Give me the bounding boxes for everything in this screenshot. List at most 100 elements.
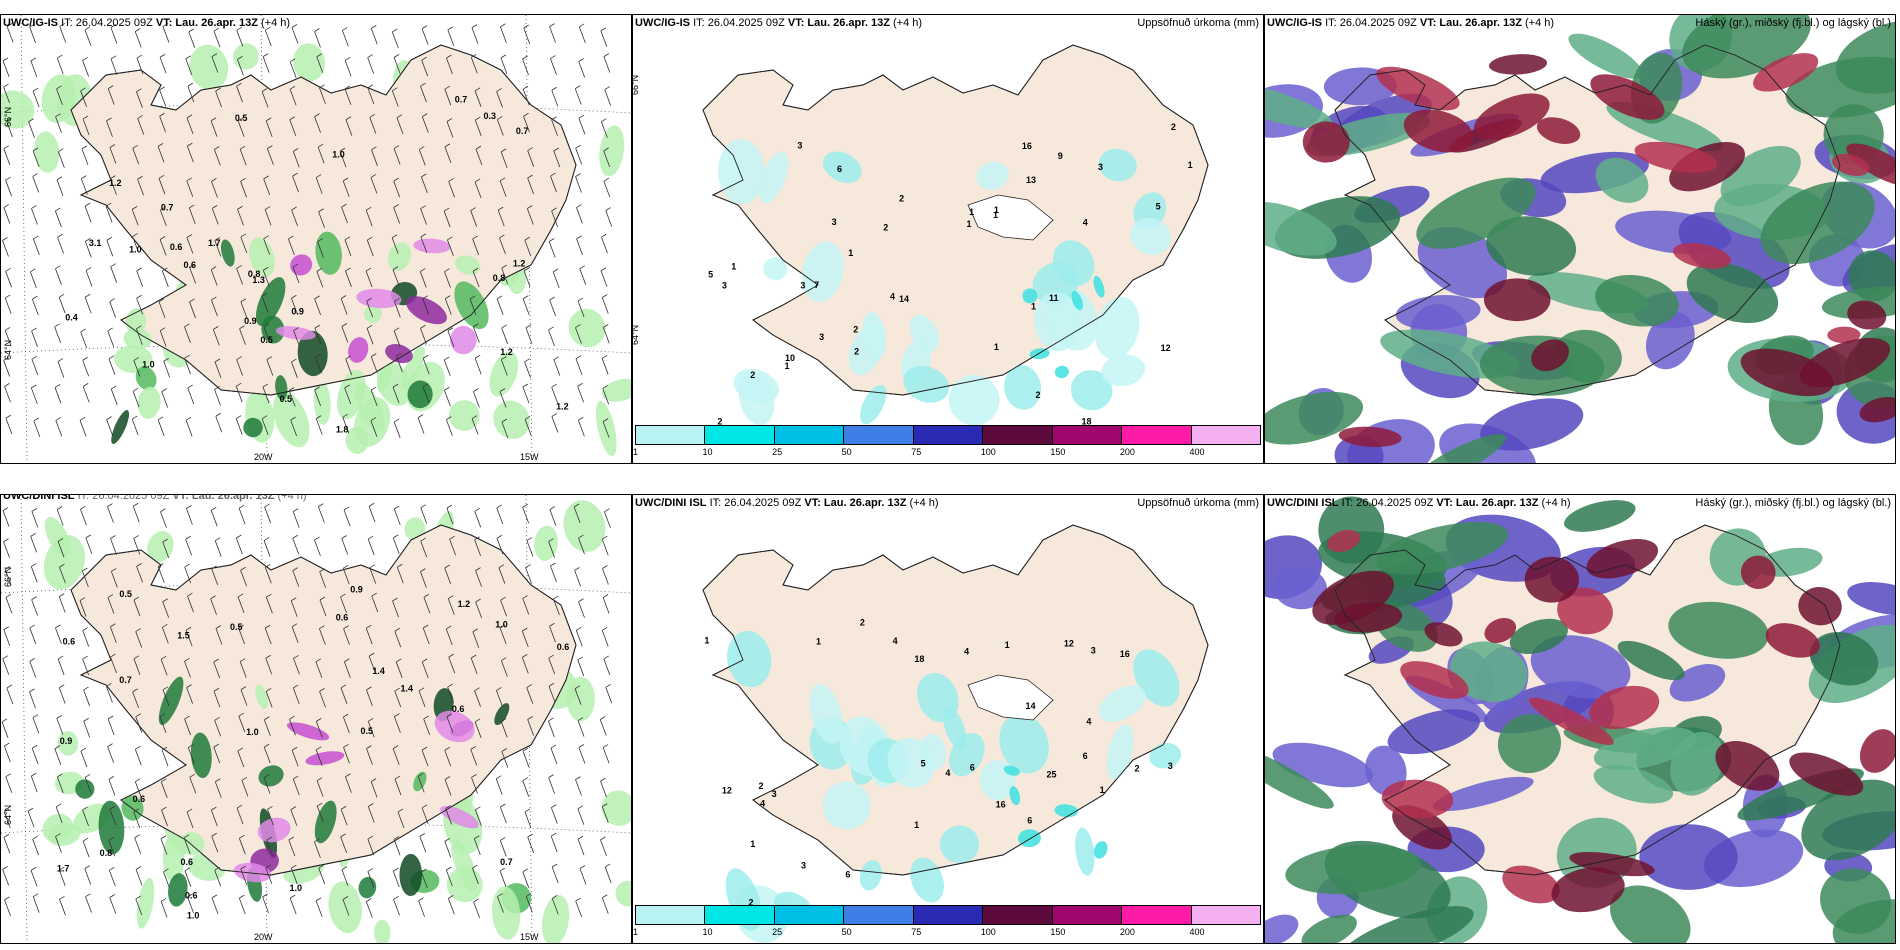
value-label: 1 <box>994 342 999 352</box>
wind-barb <box>316 802 324 823</box>
field-blob <box>401 346 425 389</box>
wind-barb <box>553 356 561 376</box>
wind-barb <box>106 683 113 703</box>
field-blob <box>1740 348 1834 397</box>
field-blob <box>243 417 263 438</box>
value-label: 0.9 <box>60 736 73 746</box>
field-blob <box>358 876 377 899</box>
field-blob <box>1054 365 1069 379</box>
field-blob <box>1593 726 1697 770</box>
value-label: 0.6 <box>185 891 198 901</box>
wind-barb <box>470 746 478 766</box>
wind-barb <box>601 535 609 556</box>
value-label: 1.4 <box>400 684 413 694</box>
value-label: 0.8 <box>100 848 113 858</box>
field-blob <box>887 737 935 788</box>
value-label: 5 <box>1156 202 1161 212</box>
wind-barb <box>449 535 456 556</box>
value-label: 1 <box>1100 785 1105 795</box>
precip-panel-1: 3 2 1 1 2 1 1 1 1 2 3 3 5 7 4 3 2 10 9 12 18 14 6 5 2 4 2 1 1 3 11 3 1 2 1… <box>632 14 1264 464</box>
field-blob <box>257 817 291 843</box>
wind-barb <box>393 54 401 74</box>
field-blob <box>1753 53 1819 92</box>
field-blob <box>1403 109 1474 153</box>
value-label: 0.6 <box>452 704 465 714</box>
wind-barb <box>343 743 350 764</box>
field-blob <box>1486 216 1577 276</box>
wind-barb <box>344 57 352 77</box>
colorbar-tick: 150 <box>1050 447 1066 457</box>
wind-barb <box>6 117 13 138</box>
wind-barb <box>241 776 249 797</box>
wind-barb <box>419 268 427 288</box>
wind-map-1: 0.6 0.7 0.5 1.2 0.3 0.5 1.0 0.7 3.1 0.8 0.8 0.7 0.9 1… <box>1 15 631 463</box>
wind-barb <box>240 686 248 706</box>
wind-barb <box>470 53 478 74</box>
wind-barb <box>602 744 610 764</box>
wind-barb <box>214 386 221 406</box>
wind-barb <box>496 116 504 136</box>
wind-barb <box>290 864 298 885</box>
wind-barb <box>292 534 300 555</box>
wind-barb <box>318 208 325 228</box>
wind-barb <box>420 233 428 254</box>
field-blob <box>1004 365 1042 410</box>
field-blob <box>860 384 887 425</box>
colorbar-tick: 100 <box>980 927 996 937</box>
wind-barb <box>186 808 194 829</box>
field-blob <box>859 860 882 891</box>
field-blob <box>1022 288 1038 304</box>
wind-barb <box>447 683 454 704</box>
field-blob <box>1098 148 1137 182</box>
wind-barb <box>161 267 169 287</box>
wind-barb <box>262 383 270 404</box>
wind-barb <box>445 416 453 436</box>
wind-barb <box>188 28 196 48</box>
wind-barb <box>5 176 12 197</box>
value-label: 0.5 <box>260 335 273 345</box>
wind-barb <box>82 806 89 827</box>
field-blob <box>1827 326 1861 344</box>
wind-barb <box>58 293 66 314</box>
wind-barb <box>32 893 40 913</box>
wind-barb <box>292 148 300 168</box>
wind-barb <box>213 687 221 708</box>
wind-barb <box>291 623 299 643</box>
wind-barb <box>472 864 479 885</box>
wind-barb <box>444 838 452 858</box>
wind-barb <box>3 626 11 646</box>
value-label: 18 <box>1081 416 1091 426</box>
wind-barb <box>6 23 14 43</box>
wind-barb <box>240 233 248 254</box>
wind-barb <box>82 837 90 858</box>
wind-barb <box>443 207 451 228</box>
wind-barb <box>600 777 607 798</box>
colorbar-ticks: 1 10 25 50 75 100 150 200 400 <box>633 447 1261 459</box>
wind-barb <box>315 718 323 738</box>
wind-barb <box>32 835 40 856</box>
wind-barb <box>526 684 534 704</box>
wind-barb <box>157 416 165 436</box>
field-blob <box>1502 865 1560 904</box>
wind-barb <box>366 236 374 257</box>
field-blob <box>337 369 366 420</box>
wind-barb <box>162 23 170 43</box>
wind-barb <box>527 147 535 167</box>
wind-barb <box>521 627 529 648</box>
field-blob <box>1509 618 1568 654</box>
wind-barb <box>290 597 298 617</box>
wind-barb <box>446 713 454 733</box>
wind-barb <box>443 356 451 377</box>
wind-barb <box>498 564 506 584</box>
wind-barb <box>391 28 399 49</box>
field-blob <box>493 400 530 440</box>
wind-barb <box>319 625 326 645</box>
colorbar-segment <box>636 906 706 924</box>
field-blob <box>1634 141 1718 173</box>
wind-barb <box>549 23 556 43</box>
value-label: 1.0 <box>246 727 259 737</box>
wind-barb <box>500 148 508 169</box>
wind-barb <box>340 833 348 854</box>
wind-barb <box>289 116 297 136</box>
wind-barb <box>289 85 297 106</box>
